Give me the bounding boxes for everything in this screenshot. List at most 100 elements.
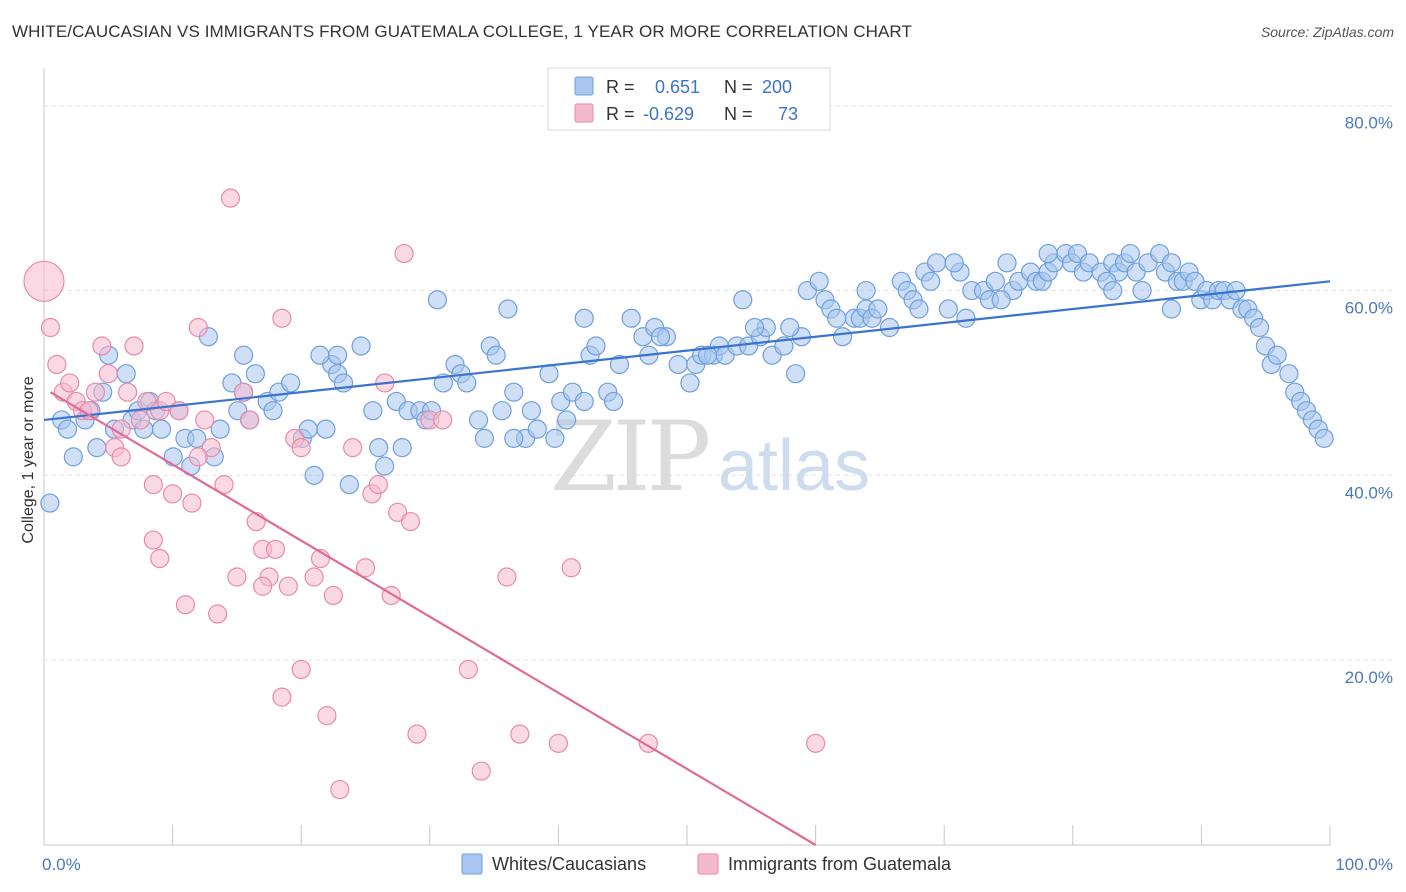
- pink-point-14: [124, 336, 144, 356]
- legend-n-value-1: 73: [778, 104, 798, 124]
- pink-point-2: [47, 354, 67, 375]
- blue-point-56: [468, 410, 489, 430]
- blue-point-122: [997, 253, 1017, 273]
- pink-point-47: [330, 779, 350, 800]
- pink-point-68: [111, 447, 131, 467]
- bottom-legend-blue-swatch: [461, 853, 483, 875]
- pink-point-67: [805, 733, 826, 753]
- pink-point-63: [510, 724, 530, 744]
- pink-point-65: [561, 558, 581, 578]
- blue-point-188: [1038, 243, 1058, 264]
- blue-point-36: [304, 465, 324, 485]
- pink-point-60: [458, 659, 478, 680]
- tick-labels: 20.0% 40.0% 60.0% 80.0% 0.0% 100.0%: [42, 114, 1393, 874]
- pink-point-4: [60, 373, 80, 393]
- blue-point-169: [1314, 428, 1334, 448]
- pink-point-69: [188, 447, 208, 467]
- pink-point-31: [227, 567, 247, 587]
- pink-point-54: [388, 502, 408, 522]
- blue-point-183: [504, 428, 524, 448]
- blue-point-173: [574, 308, 594, 328]
- x-tick-label-0: 0.0%: [42, 855, 81, 874]
- blue-point-65: [527, 419, 547, 439]
- pink-point-46: [323, 585, 343, 606]
- blue-point-163: [1279, 364, 1299, 384]
- blue-point-37: [316, 419, 336, 439]
- blue-point-44: [369, 438, 389, 458]
- blue-point-102: [833, 327, 853, 347]
- blue-point-174: [650, 327, 671, 347]
- pink-point-23: [175, 595, 196, 615]
- correlation-legend: R = 0.651 N = 200 R = -0.629 N = 73: [547, 67, 831, 131]
- pink-point-24: [182, 493, 202, 513]
- trend-lines: [43, 280, 1331, 846]
- blue-point-10: [116, 364, 136, 384]
- blue-point-41: [339, 475, 359, 495]
- blue-point-186: [856, 280, 876, 301]
- pink-point-33: [240, 410, 260, 430]
- pink-point-45: [317, 706, 337, 726]
- pink-point-27: [201, 438, 221, 458]
- pink-point-26: [195, 410, 215, 430]
- blue-point-62: [504, 382, 524, 402]
- blue-point-21: [187, 428, 207, 448]
- y-tick-label-1: 40.0%: [1345, 483, 1393, 502]
- y-tick-label-0: 20.0%: [1345, 668, 1393, 687]
- legend-blue-swatch: [574, 76, 594, 96]
- blue-point-162: [1267, 345, 1287, 365]
- bottom-legend-pink-swatch: [697, 853, 719, 875]
- blue-point-189: [1103, 280, 1123, 301]
- blue-point-17: [163, 447, 183, 467]
- blue-point-55: [457, 373, 477, 393]
- pink-trend-line: [49, 391, 817, 846]
- pink-point-56: [400, 511, 421, 532]
- pink-point-25: [188, 317, 208, 338]
- blue-point-145: [1161, 253, 1182, 273]
- pink-point-61: [471, 761, 491, 781]
- y-axis-label: College, 1 year or more: [20, 376, 37, 543]
- blue-point-69: [557, 410, 577, 430]
- pink-point-72: [291, 659, 311, 680]
- legend-n-label-1: N =: [724, 104, 753, 124]
- pink-point-71: [253, 576, 273, 596]
- blue-point-75: [603, 391, 624, 412]
- pink-point-1: [40, 317, 61, 338]
- blue-point-45: [374, 456, 395, 476]
- blue-point-73: [586, 336, 606, 356]
- pink-point-16: [137, 391, 157, 412]
- blue-point-96: [786, 364, 806, 384]
- blue-point-175: [744, 317, 765, 338]
- axes: [43, 68, 1331, 846]
- blue-point-64: [521, 401, 541, 421]
- blue-point-90: [733, 290, 753, 310]
- pink-point-51: [368, 475, 388, 495]
- watermark-zip: ZIP: [550, 401, 709, 513]
- blue-point-107: [868, 299, 888, 319]
- blue-point-61: [498, 299, 518, 319]
- blue-point-16: [151, 419, 172, 439]
- pink-point-29: [214, 475, 234, 495]
- blue-point-115: [938, 299, 958, 319]
- blue-point-177: [909, 299, 929, 319]
- blue-point-57: [474, 428, 495, 448]
- blue-point-60: [492, 401, 512, 421]
- pink-point-21: [163, 484, 183, 504]
- blue-point-117: [956, 308, 976, 328]
- watermark: ZIP atlas: [550, 401, 870, 513]
- blue-point-176: [827, 308, 847, 328]
- bottom-legend-whites: Whites/Caucasians: [492, 854, 646, 874]
- blue-point-141: [1132, 280, 1152, 301]
- pink-point-57: [407, 724, 427, 744]
- pink-point-62: [497, 567, 517, 587]
- chart-source: Source: ZipAtlas.com: [1260, 24, 1394, 40]
- series-guatemala-points: [23, 188, 826, 800]
- legend-n-label-0: N =: [724, 77, 753, 97]
- blue-point-76: [609, 354, 630, 375]
- blue-point-27: [234, 345, 254, 365]
- pink-point-43: [304, 567, 324, 587]
- pink-point-40: [278, 576, 298, 596]
- blue-point-172: [427, 290, 448, 310]
- pink-point-28: [208, 604, 228, 624]
- pink-point-0: [23, 260, 65, 302]
